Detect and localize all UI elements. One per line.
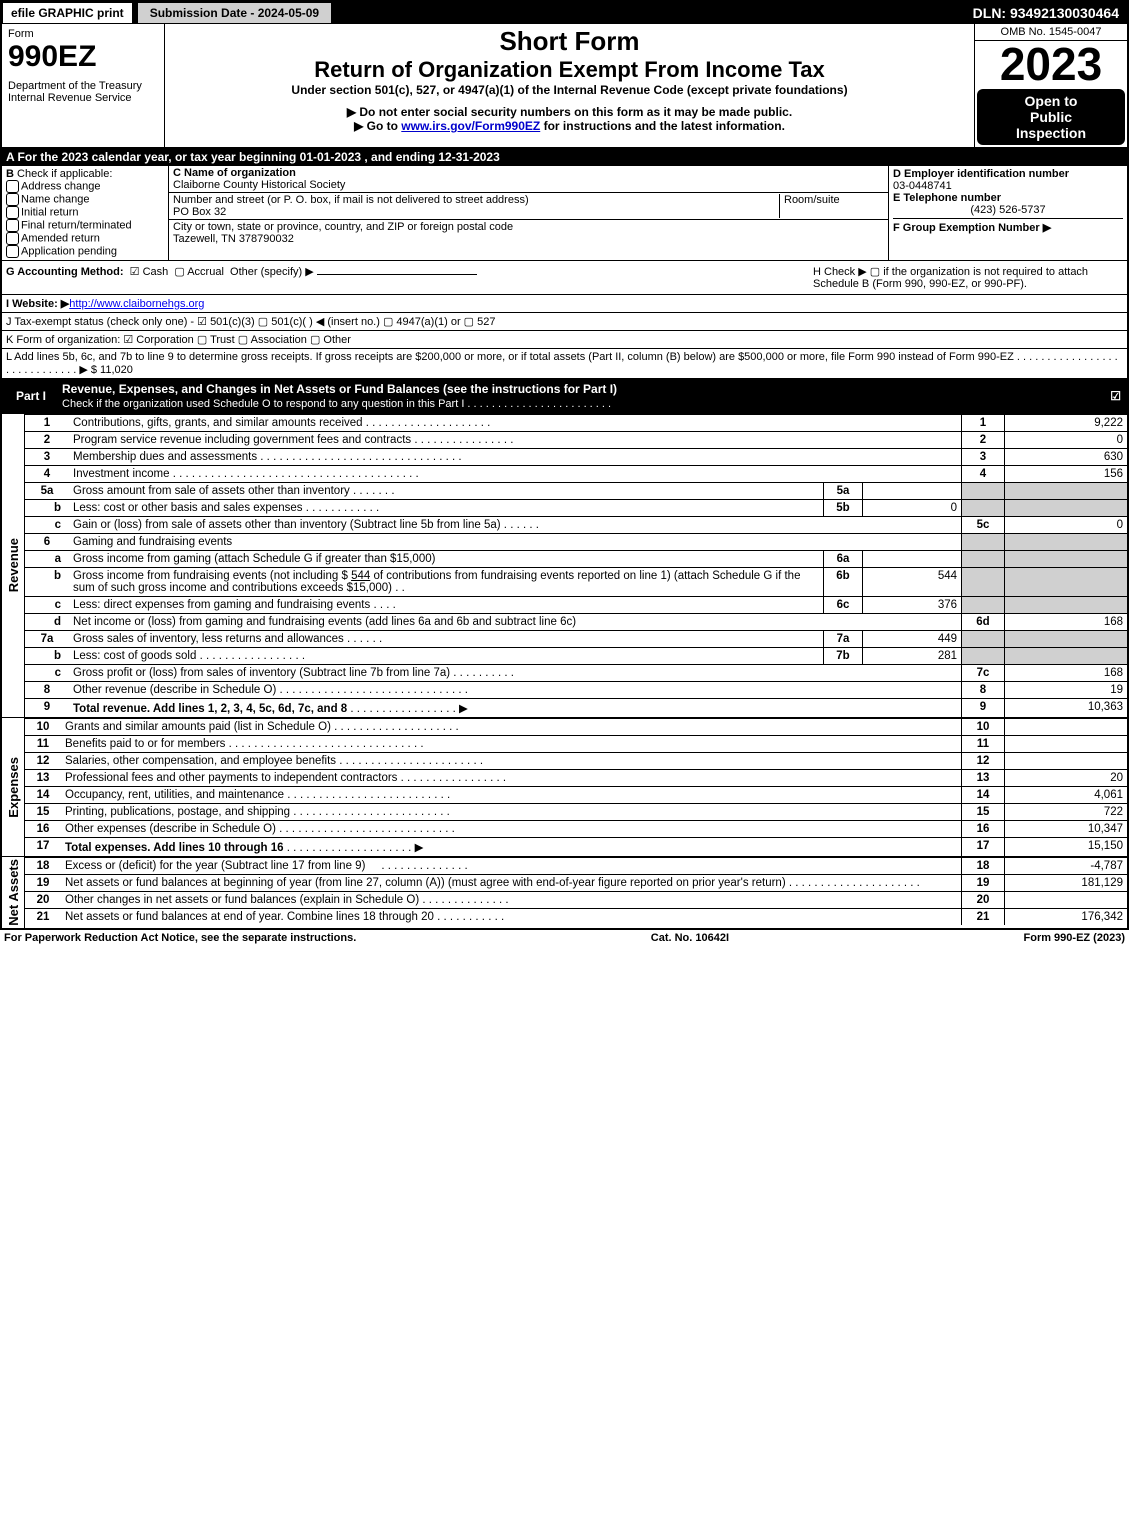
- line-7c: cGross profit or (loss) from sales of in…: [25, 665, 1127, 682]
- street: PO Box 32: [173, 206, 226, 218]
- header-left: Form 990EZ Department of the Treasury In…: [2, 24, 165, 147]
- line-21: 21Net assets or fund balances at end of …: [25, 909, 1127, 926]
- website-link[interactable]: http://www.claibornehgs.org: [69, 298, 204, 310]
- room-suite: Room/suite: [779, 194, 884, 218]
- line-8: 8Other revenue (describe in Schedule O) …: [25, 682, 1127, 699]
- line-9: 9Total revenue. Add lines 1, 2, 3, 4, 5c…: [25, 699, 1127, 718]
- goto-note: ▶ Go to www.irs.gov/Form990EZ for instru…: [169, 119, 970, 133]
- part1-header: Part I Revenue, Expenses, and Changes in…: [2, 379, 1127, 414]
- line-a: A For the 2023 calendar year, or tax yea…: [2, 148, 1127, 166]
- chk-initial[interactable]: [6, 206, 19, 219]
- line-3: 3Membership dues and assessments . . . .…: [25, 449, 1127, 466]
- city-label: City or town, state or province, country…: [173, 221, 513, 233]
- row-k: K Form of organization: ☑ Corporation ▢ …: [2, 331, 1127, 349]
- col-b: B Check if applicable: Address change Na…: [2, 166, 169, 260]
- ssn-note: ▶ Do not enter social security numbers o…: [169, 105, 970, 119]
- footer-left: For Paperwork Reduction Act Notice, see …: [4, 932, 356, 944]
- line-13: 13Professional fees and other payments t…: [25, 770, 1127, 787]
- row-g-h: G Accounting Method: ☑ Cash ▢ Accrual Ot…: [2, 261, 1127, 295]
- line-11: 11Benefits paid to or for members . . . …: [25, 736, 1127, 753]
- group-exemption-label: F Group Exemption Number ▶: [893, 222, 1051, 234]
- footer-mid: Cat. No. 10642I: [651, 932, 729, 944]
- form-title: Return of Organization Exempt From Incom…: [169, 57, 970, 83]
- dln: DLN: 93492130030464: [965, 2, 1127, 24]
- chk-amended[interactable]: [6, 232, 19, 245]
- line-15: 15Printing, publications, postage, and s…: [25, 804, 1127, 821]
- g-label: G Accounting Method:: [6, 266, 124, 278]
- tel-label: E Telephone number: [893, 192, 1001, 204]
- tel-value: (423) 526-5737: [893, 204, 1123, 216]
- part1-title: Revenue, Expenses, and Changes in Net As…: [62, 382, 617, 396]
- revenue-vlabel: Revenue: [4, 536, 23, 594]
- open-public-box: Open to Public Inspection: [977, 89, 1125, 145]
- h-text: H Check ▶ ▢ if the organization is not r…: [813, 265, 1123, 290]
- tax-year: 2023: [975, 41, 1127, 87]
- dept-treasury: Department of the Treasury: [8, 80, 158, 92]
- part1-label: Part I: [8, 387, 54, 405]
- row-l: L Add lines 5b, 6c, and 7b to line 9 to …: [2, 349, 1127, 379]
- line-7b: bLess: cost of goods sold . . . . . . . …: [25, 648, 1127, 665]
- org-name: Claiborne County Historical Society: [173, 179, 345, 191]
- ein-label: D Employer identification number: [893, 168, 1069, 180]
- city-state-zip: Tazewell, TN 378790032: [173, 233, 294, 245]
- chk-final[interactable]: [6, 219, 19, 232]
- ein-value: 03-0448741: [893, 180, 952, 192]
- col-c: C Name of organization Claiborne County …: [169, 166, 889, 260]
- netassets-section: Net Assets 18Excess or (deficit) for the…: [2, 857, 1127, 928]
- line-5b: bLess: cost or other basis and sales exp…: [25, 500, 1127, 517]
- part1-check-text: Check if the organization used Schedule …: [62, 398, 464, 410]
- c-name-label: C Name of organization: [173, 167, 296, 179]
- short-form-title: Short Form: [169, 26, 970, 57]
- line-17: 17Total expenses. Add lines 10 through 1…: [25, 838, 1127, 857]
- line-5a: 5aGross amount from sale of assets other…: [25, 483, 1127, 500]
- line-2: 2Program service revenue including gover…: [25, 432, 1127, 449]
- line-12: 12Salaries, other compensation, and empl…: [25, 753, 1127, 770]
- revenue-table: 1Contributions, gifts, grants, and simil…: [25, 414, 1127, 717]
- irs-link[interactable]: www.irs.gov/Form990EZ: [401, 119, 540, 133]
- form-subtitle: Under section 501(c), 527, or 4947(a)(1)…: [169, 83, 970, 97]
- expenses-table: 10Grants and similar amounts paid (list …: [25, 718, 1127, 856]
- part1-checked: ☑: [1110, 389, 1121, 403]
- col-d-e-f: D Employer identification number 03-0448…: [889, 166, 1127, 260]
- line-16: 16Other expenses (describe in Schedule O…: [25, 821, 1127, 838]
- line-4: 4Investment income . . . . . . . . . . .…: [25, 466, 1127, 483]
- line-6c: cLess: direct expenses from gaming and f…: [25, 597, 1127, 614]
- line-10: 10Grants and similar amounts paid (list …: [25, 719, 1127, 736]
- street-label: Number and street (or P. O. box, if mail…: [173, 194, 529, 206]
- chk-name[interactable]: [6, 193, 19, 206]
- header-mid: Short Form Return of Organization Exempt…: [165, 24, 975, 147]
- form-990ez-page: efile GRAPHIC print Submission Date - 20…: [0, 0, 1129, 930]
- row-i: I Website: ▶http://www.claibornehgs.org: [2, 295, 1127, 313]
- line-6: 6Gaming and fundraising events: [25, 534, 1127, 551]
- chk-pending[interactable]: [6, 245, 19, 258]
- efile-print[interactable]: efile GRAPHIC print: [2, 2, 133, 24]
- netassets-vlabel: Net Assets: [4, 857, 23, 928]
- expenses-vlabel: Expenses: [4, 755, 23, 820]
- line-18: 18Excess or (deficit) for the year (Subt…: [25, 858, 1127, 875]
- page-footer: For Paperwork Reduction Act Notice, see …: [0, 930, 1129, 946]
- footer-right: Form 990-EZ (2023): [1024, 932, 1125, 944]
- revenue-section: Revenue 1Contributions, gifts, grants, a…: [2, 414, 1127, 718]
- form-header: Form 990EZ Department of the Treasury In…: [2, 24, 1127, 148]
- line-7a: 7aGross sales of inventory, less returns…: [25, 631, 1127, 648]
- chk-address[interactable]: [6, 180, 19, 193]
- submission-date: Submission Date - 2024-05-09: [137, 2, 332, 24]
- line-6d: dNet income or (loss) from gaming and fu…: [25, 614, 1127, 631]
- line-5c: cGain or (loss) from sale of assets othe…: [25, 517, 1127, 534]
- line-1: 1Contributions, gifts, grants, and simil…: [25, 415, 1127, 432]
- section-b-to-f: B Check if applicable: Address change Na…: [2, 166, 1127, 261]
- irs-label: Internal Revenue Service: [8, 92, 158, 104]
- line-6b: bGross income from fundraising events (n…: [25, 568, 1127, 597]
- line-20: 20Other changes in net assets or fund ba…: [25, 892, 1127, 909]
- line-14: 14Occupancy, rent, utilities, and mainte…: [25, 787, 1127, 804]
- form-number: 990EZ: [8, 40, 158, 74]
- row-j: J Tax-exempt status (check only one) - ☑…: [2, 313, 1127, 331]
- header-right: OMB No. 1545-0047 2023 Open to Public In…: [975, 24, 1127, 147]
- top-bar: efile GRAPHIC print Submission Date - 20…: [2, 2, 1127, 24]
- form-word: Form: [8, 28, 158, 40]
- line-19: 19Net assets or fund balances at beginni…: [25, 875, 1127, 892]
- line-6a: aGross income from gaming (attach Schedu…: [25, 551, 1127, 568]
- expenses-section: Expenses 10Grants and similar amounts pa…: [2, 718, 1127, 857]
- netassets-table: 18Excess or (deficit) for the year (Subt…: [25, 857, 1127, 925]
